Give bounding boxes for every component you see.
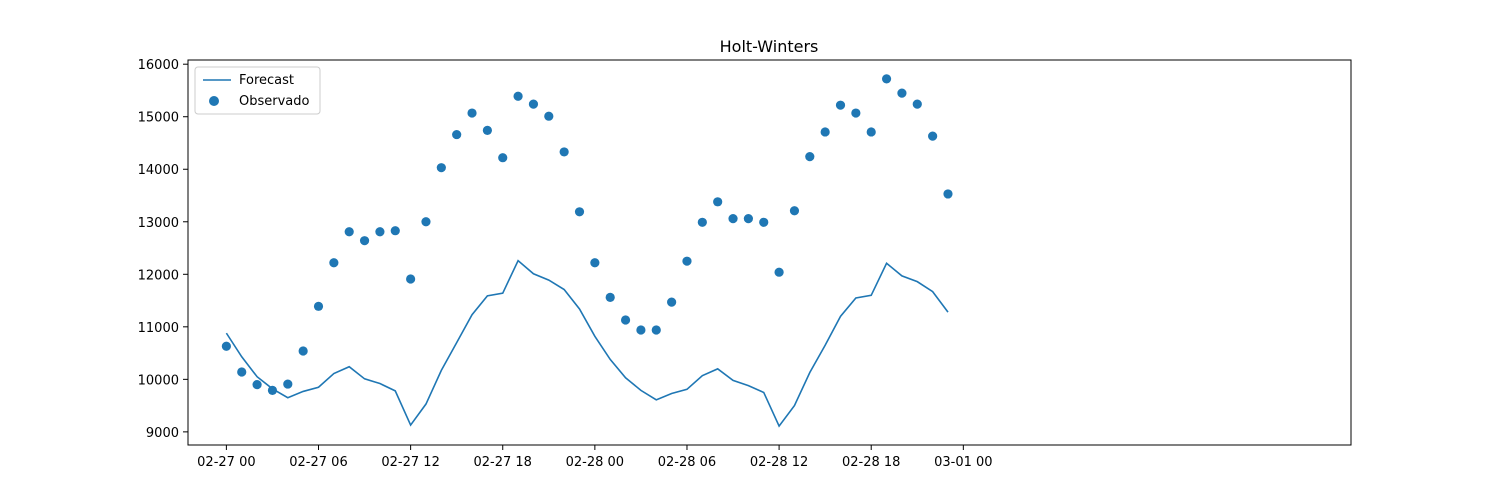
- observado-point: [590, 258, 600, 268]
- series-layer: [221, 74, 953, 428]
- observado-point: [667, 297, 677, 307]
- legend-box: [194, 66, 321, 115]
- x-tick-label: 02-28 18: [842, 455, 900, 470]
- observado-point: [759, 217, 769, 227]
- y-tick-label: 15000: [138, 111, 179, 126]
- observado-point: [482, 125, 492, 135]
- observado-point: [620, 315, 631, 325]
- legend: Forecast Observado: [194, 66, 321, 115]
- observado-point: [743, 214, 753, 224]
- y-tick-label: 11000: [138, 321, 179, 336]
- x-tick-label: 02-28 06: [658, 455, 716, 470]
- observado-point: [943, 189, 953, 199]
- legend-observado-label: Observado: [239, 94, 310, 109]
- observado-point: [728, 214, 738, 224]
- observado-point: [359, 236, 370, 246]
- observado-point: [820, 127, 830, 137]
- x-tick-label: 02-27 06: [289, 455, 347, 470]
- observado-point: [866, 127, 876, 137]
- observado-point: [851, 108, 861, 118]
- observado-point: [375, 227, 385, 237]
- x-tick-label: 02-27 00: [197, 455, 255, 470]
- observado-point: [252, 379, 262, 390]
- observado-point: [283, 379, 293, 389]
- observado-point: [390, 226, 400, 236]
- observado-point: [452, 129, 462, 140]
- x-tick-label: 02-28 12: [750, 455, 808, 470]
- observado-point: [467, 108, 477, 118]
- observado-point: [559, 147, 569, 157]
- chart-title: Holt-Winters: [720, 37, 819, 56]
- y-tick-label: 13000: [138, 216, 179, 231]
- observado-point: [835, 100, 846, 110]
- observado-point: [897, 88, 907, 98]
- y-tick-label: 12000: [138, 268, 179, 283]
- observado-point: [697, 217, 707, 227]
- observado-point: [329, 258, 339, 268]
- observado-point: [544, 111, 554, 121]
- x-tick-label: 02-28 00: [566, 455, 624, 470]
- observado-point: [636, 325, 646, 335]
- observado-point: [421, 217, 431, 227]
- y-tick-label: 10000: [138, 373, 179, 388]
- observado-point: [713, 197, 723, 207]
- observado-point: [682, 256, 692, 266]
- x-tick-label: 02-27 18: [474, 455, 532, 470]
- legend-forecast-label: Forecast: [239, 73, 294, 88]
- observado-point: [344, 227, 354, 237]
- observado-point: [298, 346, 308, 356]
- x-tick-label: 02-27 12: [381, 455, 439, 470]
- y-tick-label: 16000: [138, 58, 179, 73]
- observado-point: [237, 367, 247, 377]
- legend-observado-swatch: [209, 96, 219, 106]
- observado-point: [498, 153, 508, 163]
- observado-point: [267, 385, 278, 395]
- observado-point: [912, 99, 922, 109]
- observado-point: [774, 267, 784, 277]
- observado-point: [805, 152, 815, 162]
- y-axis: 9000 10000 11000 12000 13000 14000 15000 16000: [138, 58, 188, 441]
- observado-point: [513, 91, 523, 101]
- observado-point: [928, 131, 938, 141]
- plot-area: [187, 59, 1352, 446]
- observado-point: [881, 74, 892, 84]
- observado-point: [528, 99, 539, 109]
- observado-point: [313, 301, 324, 311]
- observado-point: [406, 274, 416, 284]
- observado-point: [574, 207, 585, 217]
- observado-point: [789, 206, 800, 216]
- y-tick-label: 14000: [138, 163, 179, 178]
- y-tick-label: 9000: [146, 426, 179, 441]
- observado-point: [436, 163, 446, 173]
- observado-point: [221, 341, 231, 351]
- x-tick-label: 03-01 00: [934, 455, 992, 470]
- forecast-line: [225, 259, 949, 428]
- observado-point: [651, 325, 661, 335]
- observado-point: [605, 292, 615, 303]
- x-axis: 02-27 00 02-27 06 02-27 12 02-27 18 02-28 00…: [197, 445, 993, 470]
